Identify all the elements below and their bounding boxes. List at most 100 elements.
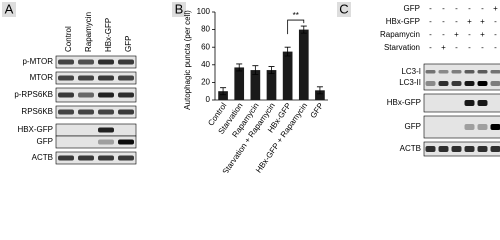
band [98,109,114,115]
condition-sign: - [494,43,497,52]
band [78,59,94,65]
blot [55,151,137,165]
band [78,92,94,98]
condition-sign: - [494,30,497,39]
band [118,109,134,115]
band [464,146,475,152]
blot [423,141,500,157]
band [477,70,488,74]
band [464,70,475,74]
band [98,155,114,161]
band [118,155,134,161]
significance-bracket [287,19,305,35]
condition-label: HBx-GFP [386,17,420,26]
error-bar [268,66,275,74]
blot [55,71,137,85]
condition-sign: - [468,4,471,13]
y-tick-label: 40 [201,60,210,69]
band [118,59,134,65]
band [438,81,449,86]
bar [282,51,293,100]
condition-sign: - [455,43,458,52]
band [58,75,74,81]
band [78,75,94,81]
band [425,146,436,152]
condition-label: Rapamycin [380,30,420,39]
band [118,92,134,98]
band [464,81,475,86]
band [425,81,436,86]
blot [55,55,137,69]
y-tick-label: 60 [201,42,210,51]
lane-label: Control [64,26,73,52]
panel-tag [337,2,351,17]
row-label: ACTB [400,144,421,153]
row-label: MTOR [30,73,54,82]
condition-sign: - [429,17,432,26]
blot [55,87,137,103]
row-label: p-RPS6KB [14,90,53,99]
condition-sign: - [429,4,432,13]
band [464,100,475,106]
condition-sign: - [429,43,432,52]
row-label: HBX-GFP [17,125,53,134]
row-label: p-MTOR [22,57,53,66]
lane-label: GFP [124,36,133,52]
y-tick-label: 0 [206,95,211,104]
band [438,146,449,152]
significance-label: ** [293,11,299,20]
condition-sign: + [493,4,498,13]
condition-sign: - [442,4,445,13]
band [425,70,436,74]
condition-sign: - [481,4,484,13]
band [477,146,488,152]
error-bar [316,86,323,95]
error-bar [252,65,259,75]
bar [266,70,277,100]
error-bar [220,87,227,96]
band [451,81,462,86]
error-bar [284,46,291,57]
band [451,70,462,74]
band [98,75,114,81]
figure: A B C Autophagic puncta (per cell) Contr… [0,0,500,176]
band [78,109,94,115]
condition-sign: - [442,17,445,26]
condition-sign: + [454,30,459,39]
condition-sign: + [441,43,446,52]
band [477,100,488,106]
condition-sign: - [455,4,458,13]
bar [250,70,261,100]
condition-sign: + [480,30,485,39]
band [490,146,500,152]
condition-sign: - [455,17,458,26]
blot [55,105,137,119]
y-tick-label: 80 [201,25,210,34]
error-bar [236,63,243,72]
band [98,139,114,145]
band [98,92,114,98]
condition-label: Starvation [384,43,420,52]
row-label: HBx-GFP [387,98,421,107]
blot [423,63,500,91]
row-label: LC3-II [399,78,421,87]
condition-sign: - [429,30,432,39]
y-tick-label: 100 [197,7,211,16]
condition-sign: - [468,43,471,52]
panel-tag [172,2,186,17]
bar [298,29,309,101]
error-bar [300,25,307,34]
bar [234,67,245,100]
band [451,146,462,152]
band [477,81,488,86]
bar [315,90,325,100]
band [78,155,94,161]
row-label: RPS6KB [21,107,53,116]
condition-sign: - [442,30,445,39]
lane-label: HBx-GFP [104,18,113,52]
band [98,127,114,133]
band [118,139,134,145]
band [438,70,449,74]
y-axis-label: Autophagic puncta (per cell) [183,10,192,110]
band [490,70,500,74]
